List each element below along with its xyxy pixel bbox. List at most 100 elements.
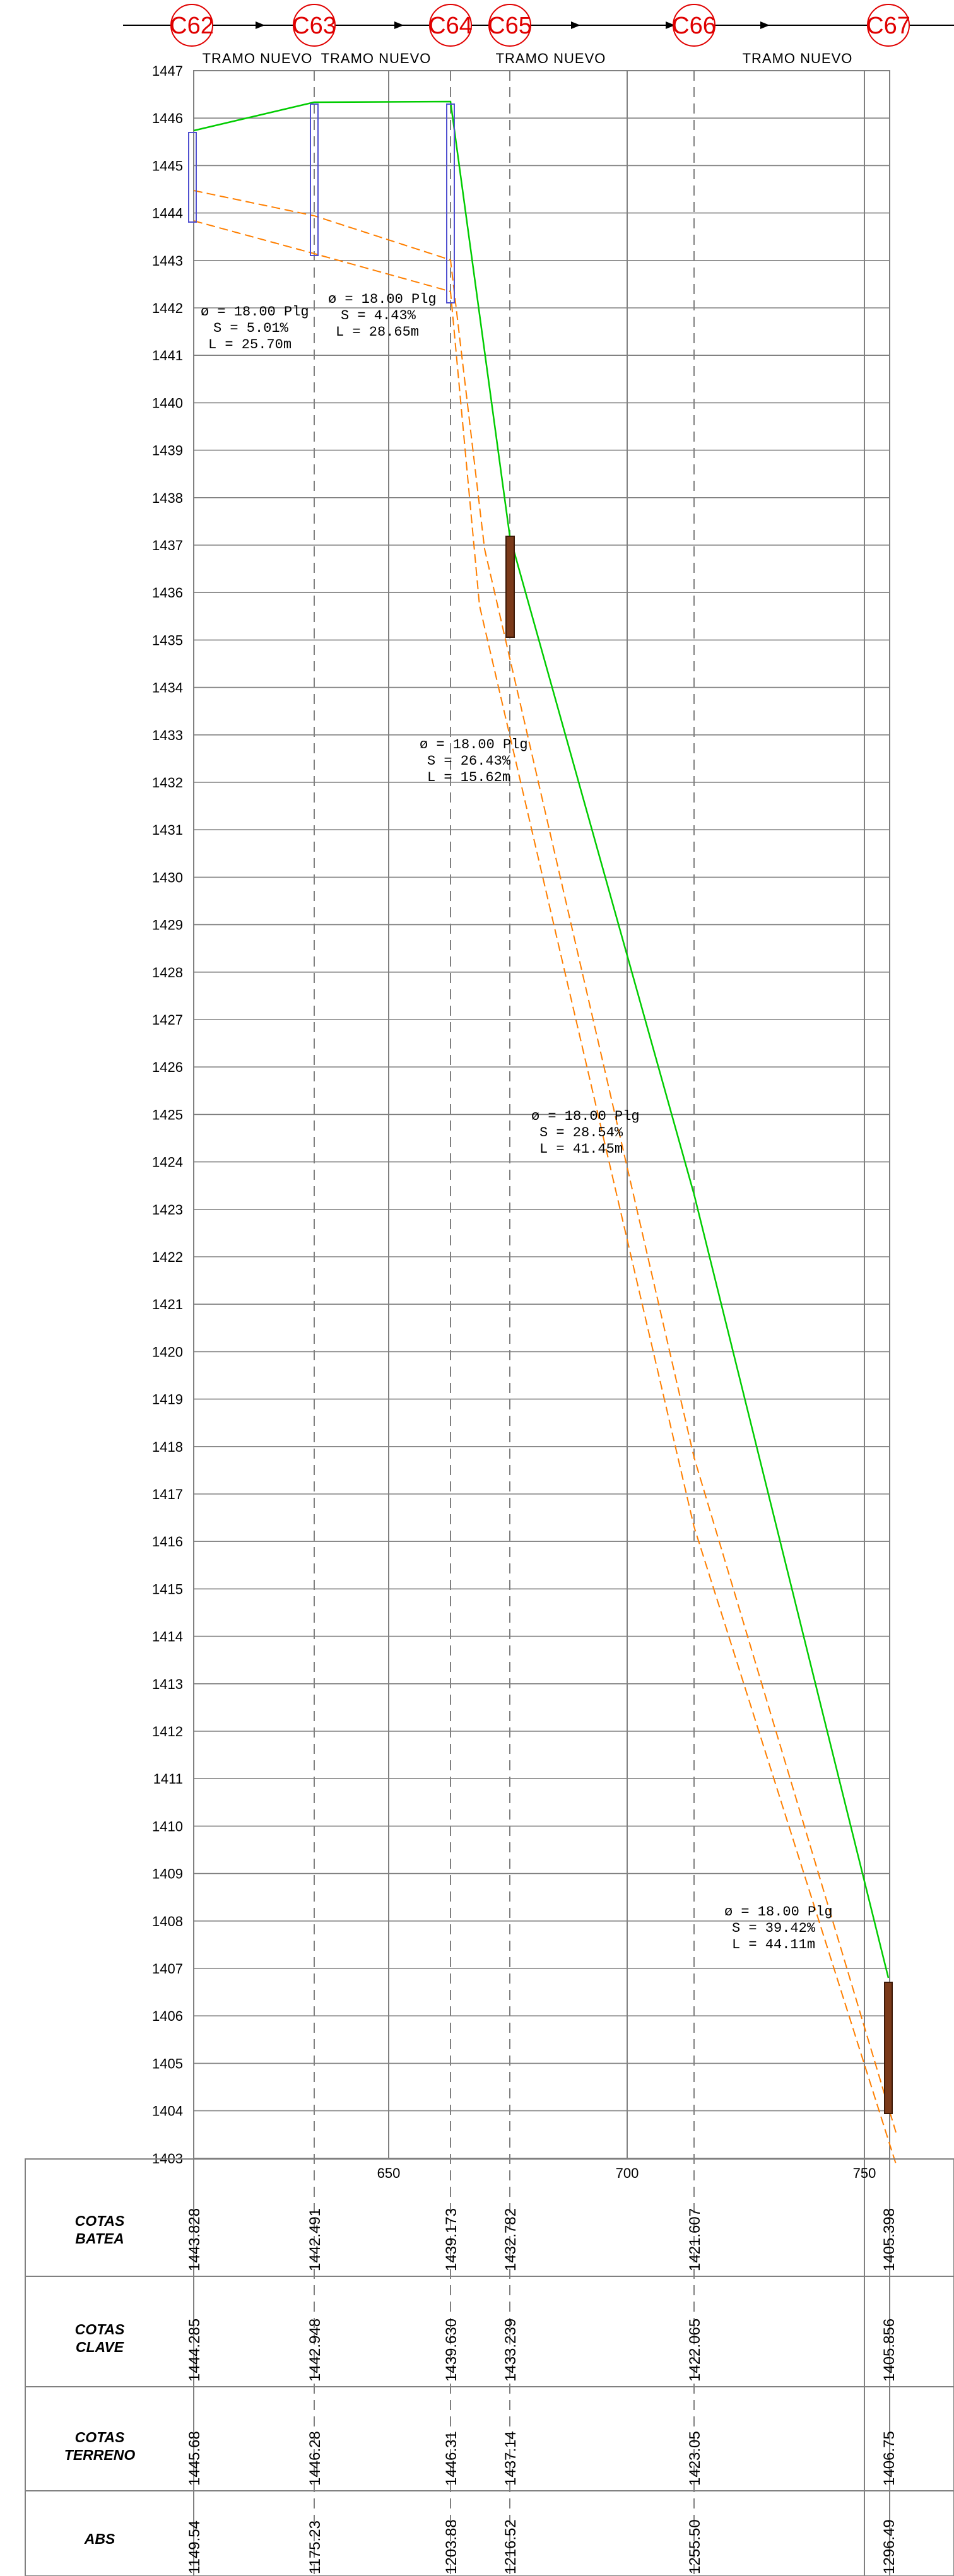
elevation-tick-label: 1417 bbox=[152, 1486, 183, 1502]
manhole-label: C64 bbox=[428, 13, 473, 39]
elevation-tick-label: 1412 bbox=[152, 1724, 183, 1739]
elevation-tick-label: 1421 bbox=[152, 1297, 183, 1312]
elevation-tick-label: 1416 bbox=[152, 1534, 183, 1550]
table-cell-value: 1442.491 bbox=[307, 2208, 324, 2271]
table-cell-value: 1149.54 bbox=[186, 2520, 203, 2574]
elevation-tick-label: 1420 bbox=[152, 1344, 183, 1360]
segment-slope: S = 26.43% bbox=[427, 753, 511, 769]
elevation-tick-label: 1410 bbox=[152, 1818, 183, 1834]
row-header-cotas-terreno-2: TERRENO bbox=[64, 2447, 136, 2463]
elevation-tick-label: 1433 bbox=[152, 727, 183, 743]
tramo-label: TRAMO NUEVO bbox=[203, 50, 313, 66]
manhole-marker-c66: C66 bbox=[672, 4, 716, 47]
elevation-tick-label: 1423 bbox=[152, 1202, 183, 1218]
elevation-tick-label: 1445 bbox=[152, 158, 183, 173]
segment-slope: S = 5.01% bbox=[213, 321, 289, 336]
elevation-tick-label: 1406 bbox=[152, 2008, 183, 2024]
elevation-tick-label: 1427 bbox=[152, 1012, 183, 1028]
elevation-tick-label: 1407 bbox=[152, 1961, 183, 1977]
manhole-marker-c64: C64 bbox=[428, 4, 473, 47]
elevation-tick-label: 1432 bbox=[152, 775, 183, 791]
tramo-label: TRAMO NUEVO bbox=[743, 50, 853, 66]
elevation-tick-label: 1436 bbox=[152, 585, 183, 601]
segment-length: L = 44.11m bbox=[732, 1937, 815, 1953]
pipe-invert-line bbox=[193, 220, 897, 2165]
table-cell-value: 1203.88 bbox=[443, 2519, 460, 2574]
elevation-tick-label: 1437 bbox=[152, 538, 183, 553]
elevation-tick-label: 1419 bbox=[152, 1392, 183, 1408]
elevation-tick-label: 1442 bbox=[152, 300, 183, 316]
table-cell-value: 1443.828 bbox=[186, 2208, 203, 2271]
elevation-tick-label: 1426 bbox=[152, 1059, 183, 1075]
table-cell-value: 1446.31 bbox=[443, 2431, 460, 2486]
elevation-table: COTAS BATEA COTAS CLAVE COTAS TERRENO AB… bbox=[25, 2158, 954, 2576]
manhole-marker-c67: C67 bbox=[866, 4, 910, 47]
manhole-marker-c62: C62 bbox=[170, 4, 214, 47]
elevation-tick-label: 1435 bbox=[152, 632, 183, 648]
elevation-tick-label: 1434 bbox=[152, 680, 183, 696]
segment-annotation-3: ø = 18.00 Plg S = 26.43% L = 15.62m bbox=[420, 737, 528, 785]
elevation-tick-label: 1441 bbox=[152, 348, 183, 363]
distance-tick-label: 750 bbox=[853, 2165, 876, 2181]
table-cell-value: 1446.28 bbox=[307, 2431, 324, 2486]
elevation-tick-label: 1431 bbox=[152, 822, 183, 838]
segment-diameter: ø = 18.00 Plg bbox=[201, 304, 309, 320]
manhole-label: C65 bbox=[488, 13, 532, 39]
elevation-tick-label: 1444 bbox=[152, 206, 183, 221]
manhole-structures bbox=[188, 103, 893, 2114]
elevation-tick-label: 1405 bbox=[152, 2056, 183, 2071]
table-cell-value: 1406.75 bbox=[881, 2431, 898, 2486]
segment-length: L = 15.62m bbox=[427, 770, 510, 785]
table-cell-value: 1216.52 bbox=[502, 2519, 519, 2574]
row-header-cotas-clave-1: COTAS bbox=[75, 2321, 125, 2338]
elevation-tick-label: 1439 bbox=[152, 443, 183, 459]
distance-axis: 650 700 750 bbox=[377, 2165, 876, 2181]
row-header-cotas-terreno-1: COTAS bbox=[75, 2429, 125, 2445]
terrain-profile-line bbox=[193, 100, 890, 1979]
elevation-tick-label: 1443 bbox=[152, 253, 183, 269]
segment-diameter: ø = 18.00 Plg bbox=[531, 1109, 640, 1124]
pipe-profile bbox=[193, 190, 897, 2165]
manhole-marker-c63: C63 bbox=[292, 4, 336, 47]
table-cell-value: 1439.630 bbox=[443, 2319, 460, 2382]
distance-tick-label: 700 bbox=[616, 2165, 639, 2181]
row-header-cotas-batea-1: COTAS bbox=[75, 2213, 125, 2229]
segment-diameter: ø = 18.00 Plg bbox=[328, 291, 437, 307]
elevation-tick-label: 1404 bbox=[152, 2103, 183, 2119]
segment-annotation-4: ø = 18.00 Plg S = 28.54% L = 41.45m bbox=[531, 1109, 640, 1157]
segment-length: L = 41.45m bbox=[539, 1141, 623, 1157]
manhole-label: C62 bbox=[170, 13, 214, 39]
elevation-tick-label: 1424 bbox=[152, 1155, 183, 1170]
segment-annotation-1: ø = 18.00 Plg S = 5.01% L = 25.70m bbox=[201, 304, 309, 353]
segment-diameter: ø = 18.00 Plg bbox=[420, 737, 528, 753]
segment-length: L = 28.65m bbox=[336, 324, 419, 340]
elevation-tick-label: 1413 bbox=[152, 1676, 183, 1692]
segment-annotation-2: ø = 18.00 Plg S = 4.43% L = 28.65m bbox=[328, 291, 437, 340]
elevation-tick-label: 1429 bbox=[152, 917, 183, 933]
segment-slope: S = 28.54% bbox=[539, 1125, 623, 1141]
table-cell-value: 1445.68 bbox=[186, 2431, 203, 2486]
elevation-tick-label: 1430 bbox=[152, 869, 183, 885]
table-cell-value: 1444.285 bbox=[186, 2319, 203, 2382]
elevation-tick-label: 1447 bbox=[152, 63, 183, 79]
table-cell-value: 1422.065 bbox=[686, 2319, 704, 2382]
table-cell-value: 1437.14 bbox=[502, 2431, 519, 2486]
table-cell-value: 1421.607 bbox=[686, 2208, 704, 2271]
distance-tick-label: 650 bbox=[377, 2165, 401, 2181]
elevation-tick-label: 1418 bbox=[152, 1439, 183, 1455]
tramo-label: TRAMO NUEVO bbox=[496, 50, 606, 66]
elevation-tick-label: 1414 bbox=[152, 1629, 183, 1645]
elevation-tick-label: 1440 bbox=[152, 395, 183, 411]
segment-length: L = 25.70m bbox=[208, 337, 292, 353]
elevation-grid bbox=[194, 70, 890, 2159]
table-cell-value: 1255.50 bbox=[686, 2519, 704, 2574]
elevation-tick-label: 1428 bbox=[152, 965, 183, 980]
elevation-tick-label: 1408 bbox=[152, 1914, 183, 1929]
elevation-tick-label: 1438 bbox=[152, 490, 183, 506]
segment-diameter: ø = 18.00 Plg bbox=[724, 1904, 833, 1920]
elevation-tick-label: 1415 bbox=[152, 1581, 183, 1597]
table-cell-value: 1405.398 bbox=[881, 2208, 898, 2271]
elevation-tick-label: 1425 bbox=[152, 1107, 183, 1122]
elevation-axis-labels: 1447 1446 1445 1444 1443 1442 1441 1440 1439 1438… bbox=[152, 63, 183, 2167]
